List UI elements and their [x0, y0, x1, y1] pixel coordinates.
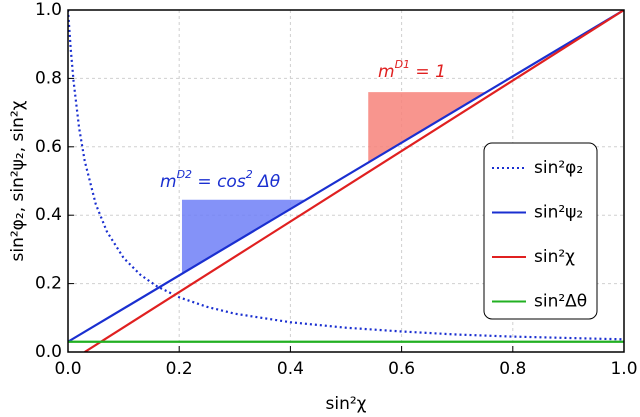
x-tick-label: 0.2 — [166, 359, 193, 379]
x-tick-label: 0.0 — [54, 359, 81, 379]
x-tick-label: 0.8 — [499, 359, 526, 379]
annotation-part: = cos — [192, 172, 246, 192]
y-tick-label: 0.8 — [35, 68, 62, 88]
legend-label: sin²φ₂ — [534, 158, 583, 178]
annotation-sup: 2 — [246, 168, 253, 181]
legend-frame — [483, 142, 598, 320]
plot-lines — [68, 10, 624, 352]
y-tick-label: 0.0 — [35, 342, 62, 362]
x-axis-label: sin²χ — [326, 394, 367, 414]
series-line — [84, 10, 624, 352]
annotation-part: m — [378, 62, 395, 82]
legend-label: sin²χ — [534, 247, 575, 267]
y-tick-label: 1.0 — [35, 0, 62, 20]
x-tick-label: 0.6 — [388, 359, 415, 379]
y-tick-label: 0.4 — [35, 205, 62, 225]
annotation-part: = 1 — [410, 62, 446, 82]
y-axis-label: sin²φ₂, sin²ψ₂, sin²χ — [8, 100, 28, 261]
x-tick-label: 1.0 — [610, 359, 637, 379]
series-line — [68, 10, 624, 343]
y-tick-label: 0.6 — [35, 137, 62, 157]
annotation-sup: D2 — [177, 168, 192, 181]
annotation: mD1 = 1 — [378, 58, 446, 82]
legend-label: sin²ψ₂ — [534, 203, 583, 223]
legend-label: sin²Δθ — [534, 292, 587, 312]
x-tick-label: 0.4 — [277, 359, 304, 379]
annotation: mD2 = cos2 Δθ — [160, 168, 281, 192]
y-tick-label: 0.2 — [35, 274, 62, 294]
annotation-sup: D1 — [395, 58, 410, 71]
plot-frame — [67, 9, 625, 353]
annotation-part: Δθ — [253, 172, 281, 192]
annotation-part: m — [160, 172, 177, 192]
